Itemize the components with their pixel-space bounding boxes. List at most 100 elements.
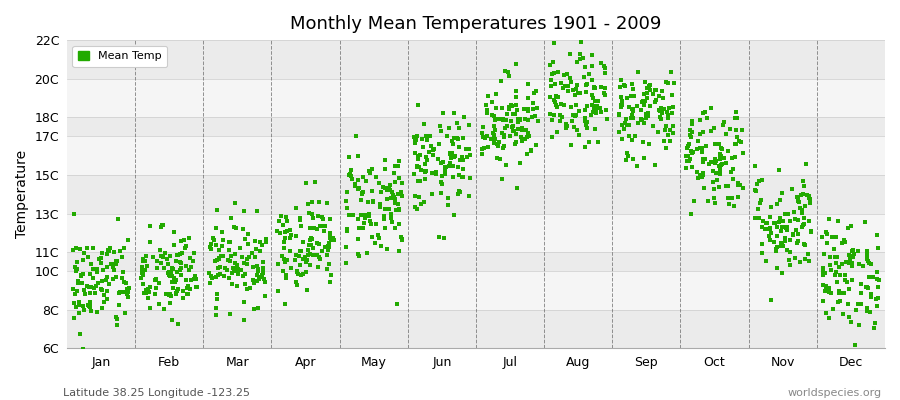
Point <box>410 132 425 139</box>
Point <box>412 164 427 170</box>
Point <box>692 131 706 138</box>
Point <box>816 272 831 278</box>
Point <box>377 185 392 191</box>
Point <box>587 104 601 111</box>
Point <box>505 123 519 130</box>
Point <box>845 262 859 269</box>
Point <box>823 289 837 296</box>
Point <box>666 104 680 110</box>
Point <box>77 287 92 293</box>
Point <box>161 271 176 278</box>
Point <box>802 218 816 224</box>
Point <box>817 288 832 294</box>
Point <box>387 194 401 200</box>
Point <box>203 244 218 250</box>
Point <box>713 164 727 170</box>
Point <box>141 286 156 292</box>
Point <box>210 257 224 263</box>
Point <box>339 226 354 232</box>
Point <box>110 322 124 328</box>
Point <box>554 114 569 120</box>
Point <box>482 144 496 150</box>
Point <box>764 230 778 236</box>
Point <box>507 128 521 134</box>
Point <box>638 78 652 85</box>
Point <box>580 102 595 109</box>
Point <box>848 342 862 348</box>
Point <box>774 243 788 249</box>
Point <box>378 156 392 163</box>
Point <box>357 220 372 226</box>
Point <box>221 275 236 281</box>
Point <box>138 258 152 264</box>
Point <box>318 223 332 229</box>
Point <box>149 264 164 271</box>
Point <box>76 306 91 313</box>
Point <box>383 186 398 193</box>
Point <box>802 258 816 264</box>
Point <box>315 248 329 254</box>
Point <box>526 100 540 106</box>
Point <box>680 152 695 159</box>
Point <box>543 94 557 101</box>
Point <box>143 223 157 229</box>
Point <box>509 61 524 67</box>
Point <box>655 95 670 102</box>
Point <box>664 68 679 75</box>
Point <box>497 143 511 150</box>
Point <box>117 245 131 251</box>
Point <box>299 180 313 186</box>
Point <box>515 138 529 144</box>
Point <box>599 116 614 122</box>
Point <box>170 268 184 275</box>
Point <box>394 236 409 242</box>
Point <box>227 224 241 230</box>
Point <box>338 260 353 266</box>
Point <box>860 256 874 262</box>
Point <box>299 259 313 265</box>
Point <box>850 248 865 254</box>
Point <box>73 330 87 337</box>
Point <box>277 245 292 251</box>
Point <box>148 277 162 283</box>
Point <box>111 216 125 222</box>
Point <box>685 128 699 135</box>
Point <box>322 231 337 238</box>
Point <box>826 306 841 312</box>
Point <box>185 258 200 264</box>
Point <box>382 206 396 212</box>
Point <box>829 234 843 240</box>
Point <box>831 217 845 224</box>
Point <box>572 56 587 62</box>
Point <box>524 148 538 154</box>
Point <box>508 141 522 147</box>
Point <box>772 166 787 173</box>
Point <box>626 155 640 162</box>
Point <box>590 102 604 109</box>
Point <box>824 266 838 273</box>
Point <box>157 306 171 312</box>
Point <box>69 258 84 265</box>
Point <box>667 80 681 86</box>
Point <box>713 167 727 174</box>
Point <box>351 177 365 184</box>
Point <box>578 64 592 70</box>
Point <box>640 85 654 91</box>
Point <box>175 238 189 244</box>
Bar <box>67 252 885 271</box>
Point <box>394 180 409 186</box>
Point <box>724 169 739 176</box>
Point <box>83 290 97 296</box>
Point <box>121 294 135 300</box>
Point <box>80 244 94 251</box>
Point <box>151 300 166 307</box>
Point <box>570 127 584 133</box>
Point <box>352 185 366 191</box>
Point <box>90 308 104 315</box>
Point <box>252 276 266 282</box>
Point <box>585 77 599 84</box>
Point <box>680 158 694 164</box>
Point <box>99 251 113 257</box>
Point <box>90 266 104 272</box>
Point <box>339 244 354 250</box>
